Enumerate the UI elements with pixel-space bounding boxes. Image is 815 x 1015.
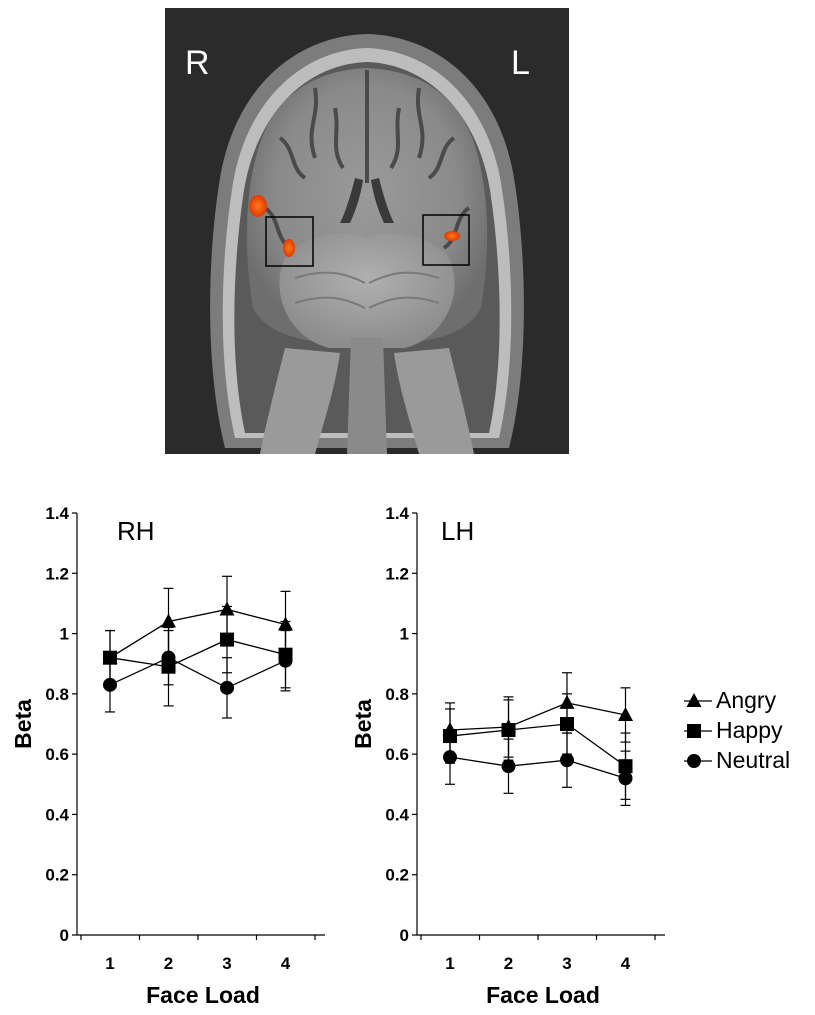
y-axis-title: Beta: [350, 699, 376, 749]
y-tick-label: 1.2: [385, 564, 409, 583]
data-point-square: [220, 632, 234, 647]
legend-label: Neutral: [716, 747, 790, 773]
data-point-circle: [560, 753, 574, 768]
y-tick-label: 0.6: [45, 745, 69, 764]
x-tick-label: 3: [562, 954, 571, 973]
neck-left: [394, 348, 474, 454]
series-happy: [443, 693, 633, 800]
series-angry: [102, 575, 293, 686]
brainstem: [347, 338, 387, 454]
y-tick-label: 0.8: [45, 685, 69, 704]
chart-panel-rh: 0 0.2 0.4 0.6 0.8 1 1.2 1.4 1 2 3 4 Face Load Beta RH: [10, 504, 325, 1008]
y-tick-label: 1.4: [45, 504, 69, 523]
x-tick-label: 4: [281, 954, 291, 973]
series-line: [109, 608, 286, 659]
series-neutral: [103, 629, 293, 719]
x-tick-label: 4: [621, 954, 631, 973]
chart-panel-lh: 0 0.2 0.4 0.6 0.8 1 1.2 1.4 1 2 3 4 Face Load Beta LH: [350, 504, 665, 1008]
y-tick-label: 0.4: [385, 805, 409, 824]
data-point-triangle: [161, 613, 176, 628]
y-tick-label: 0: [400, 926, 409, 945]
label-r: R: [185, 44, 210, 82]
x-tick-label: 2: [164, 954, 173, 973]
activation-cluster-left-ffa: [444, 231, 460, 241]
cerebellum: [279, 233, 455, 348]
data-point-circle: [103, 677, 117, 692]
panel-title: RH: [117, 516, 155, 546]
data-point-circle: [618, 771, 633, 786]
x-tick-label: 2: [504, 954, 513, 973]
series-line: [109, 656, 286, 689]
x-axis-title: Face Load: [486, 982, 600, 1008]
ventricle-left: [371, 178, 394, 223]
roi-box-right: [265, 216, 314, 267]
series-happy: [103, 605, 293, 707]
series-line: [449, 702, 626, 731]
y-axis-title: Beta: [10, 699, 36, 749]
y-tick-label: 0: [60, 926, 69, 945]
brain-mri-image: R L: [165, 8, 569, 454]
data-point-circle: [443, 750, 457, 765]
data-point-triangle: [618, 706, 633, 721]
sulci: [263, 70, 471, 250]
y-tick-label: 1.4: [385, 504, 409, 523]
series-angry: [442, 672, 633, 758]
y-tick-label: 0.2: [385, 866, 409, 885]
activation-cluster-right-lateral: [249, 195, 267, 217]
brain-mri-drawing: R L: [165, 8, 569, 454]
roi-box-left: [422, 214, 470, 266]
series-neutral: [443, 729, 633, 806]
data-point-circle: [161, 650, 176, 665]
legend-label: Angry: [716, 687, 777, 713]
neck-right: [260, 348, 340, 454]
activation-cluster-right-ffa: [283, 239, 295, 257]
x-tick-label: 1: [445, 954, 454, 973]
legend-marker-triangle: [686, 693, 702, 707]
series-line: [449, 723, 626, 767]
x-tick-label: 3: [222, 954, 231, 973]
data-point-square: [501, 723, 516, 738]
y-tick-label: 1.2: [45, 564, 69, 583]
y-tick-label: 1: [400, 625, 409, 644]
cerebellum-folia: [294, 271, 440, 309]
x-tick-label: 1: [105, 954, 114, 973]
data-point-square: [560, 717, 574, 731]
legend-marker-square: [687, 724, 701, 738]
y-tick-label: 0.4: [45, 805, 69, 824]
legend-marker-circle: [687, 754, 701, 768]
x-axis-title: Face Load: [146, 982, 260, 1008]
data-point-circle: [278, 653, 293, 668]
series-line: [449, 756, 626, 779]
label-l: L: [511, 44, 530, 82]
data-point-circle: [220, 680, 234, 695]
legend-label: Happy: [716, 717, 783, 743]
y-tick-label: 0.2: [45, 866, 69, 885]
legend: Angry Happy Neutral: [684, 687, 790, 773]
panel-title: LH: [441, 516, 474, 546]
y-tick-label: 1: [60, 625, 69, 644]
ventricle-right: [340, 178, 363, 223]
y-tick-label: 0.8: [385, 685, 409, 704]
data-point-circle: [501, 759, 516, 774]
series-line: [109, 638, 286, 668]
y-tick-label: 0.6: [385, 745, 409, 764]
